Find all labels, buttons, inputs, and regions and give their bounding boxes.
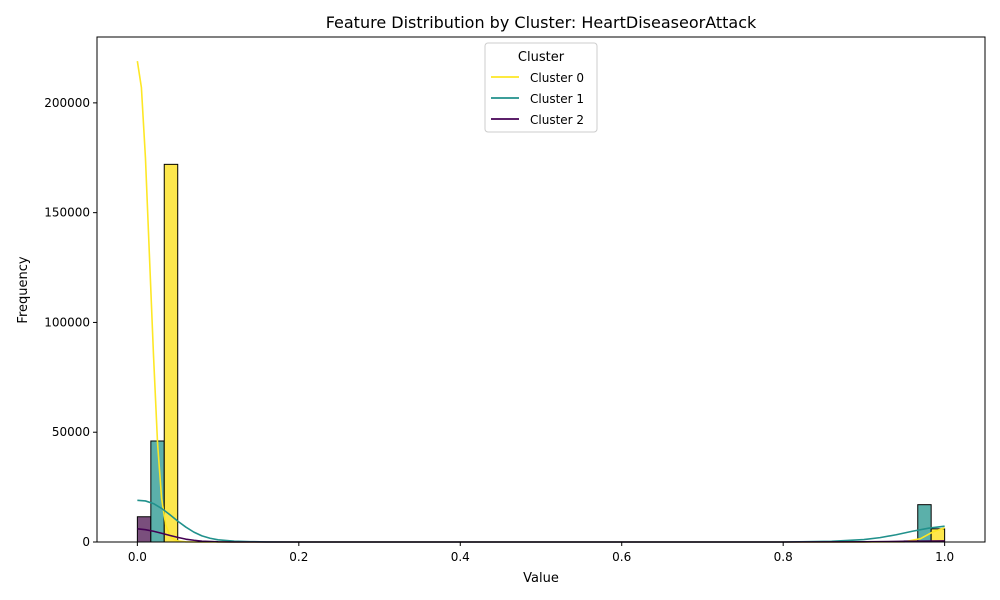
histogram-bars [136,163,946,543]
legend-entry-label: Cluster 1 [530,92,584,106]
histogram-bar [150,440,165,543]
histogram-bar [163,163,179,543]
y-tick-label: 50000 [52,425,90,439]
y-axis-label: Frequency [16,256,31,323]
legend: Cluster Cluster 0 Cluster 1 Cluster 2 [484,42,598,133]
x-tick-label: 0.2 [289,550,308,564]
legend-box [484,42,598,133]
y-tick-label: 200000 [44,96,90,110]
kde-line [137,499,945,543]
kde-line [137,528,945,543]
kde-line [136,61,945,543]
chart-title: Feature Distribution by Cluster: HeartDi… [326,13,757,32]
y-tick-label: 100000 [44,315,90,329]
plot-frame [96,36,986,543]
x-tick-label: 1.0 [935,550,954,564]
x-tick-label: 0.6 [612,550,631,564]
x-axis-label: Value [523,571,559,586]
legend-title: Cluster [518,50,565,65]
legend-items: Cluster 0 Cluster 1 Cluster 2 [491,71,584,127]
y-axis-ticks: 0 50000 100000 150000 200000 [44,96,97,549]
y-tick-label: 0 [82,535,90,549]
legend-entry-label: Cluster 2 [530,113,584,127]
legend-entry-label: Cluster 0 [530,71,584,85]
kde-curves [136,61,945,543]
x-tick-label: 0.0 [128,550,147,564]
x-axis-ticks: 0.0 0.2 0.4 0.6 0.8 1.0 [128,542,954,564]
x-tick-label: 0.8 [774,550,793,564]
x-tick-label: 0.4 [451,550,470,564]
y-tick-label: 150000 [44,206,90,220]
